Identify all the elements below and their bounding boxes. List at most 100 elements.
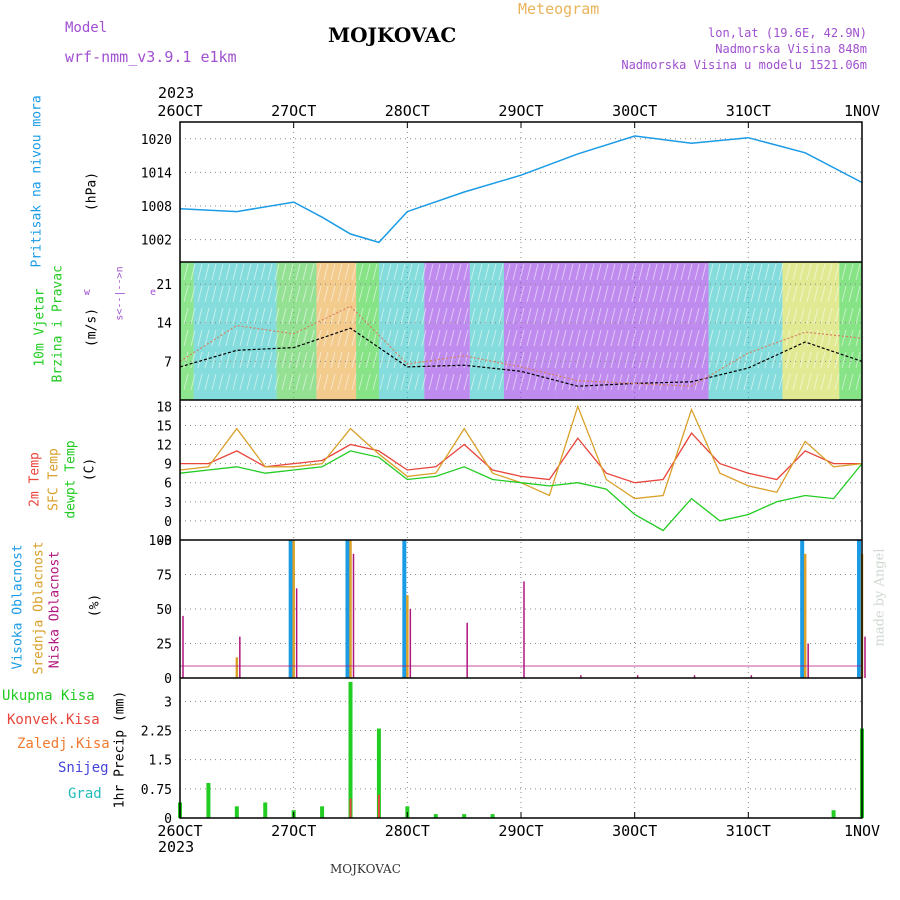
wind-arrow <box>715 285 721 303</box>
wind-arrow <box>281 263 287 281</box>
wind-arrow <box>372 263 378 281</box>
wind-arrow <box>750 351 756 369</box>
wind-arrow <box>568 307 574 325</box>
product-title: Meteogram <box>518 0 600 18</box>
wind-arrow <box>491 351 497 369</box>
wind-arrow <box>246 351 252 369</box>
temp-tick-label: 9 <box>164 458 172 473</box>
wind-arrow <box>288 351 294 369</box>
wind-arrow <box>442 285 448 303</box>
wind-arrow <box>841 351 847 369</box>
wind-arrow <box>183 373 189 391</box>
pressure-tick-label: 1014 <box>141 166 172 181</box>
wind-arrow <box>547 307 553 325</box>
wind-arrow <box>652 329 658 347</box>
wind-arrow <box>820 373 826 391</box>
wind-arrow <box>463 263 469 281</box>
wind-arrow <box>505 351 511 369</box>
time-tick-top: 26OCT <box>157 102 202 120</box>
wind-arrow <box>610 285 616 303</box>
wind-arrow <box>505 263 511 281</box>
wind-arrow <box>288 373 294 391</box>
wind-arrow <box>477 373 483 391</box>
wind-arrow <box>470 373 476 391</box>
wind-arrow <box>617 329 623 347</box>
wind-arrow <box>204 329 210 347</box>
wind-arrow <box>246 263 252 281</box>
wind-arrow <box>568 285 574 303</box>
wind-arrow <box>589 351 595 369</box>
wind-arrow <box>743 351 749 369</box>
wind-arrow <box>757 307 763 325</box>
wind-arrow <box>309 329 315 347</box>
wind-arrow <box>351 329 357 347</box>
wind-arrow <box>771 263 777 281</box>
wind-arrow <box>407 285 413 303</box>
wind-arrow <box>358 285 364 303</box>
wind-arrow <box>848 263 854 281</box>
wind-arrow <box>554 351 560 369</box>
wind-arrow <box>771 329 777 347</box>
wind-arrow <box>638 263 644 281</box>
wind-speed-line <box>179 305 863 387</box>
wind-arrow <box>827 329 833 347</box>
wind-arrow <box>526 285 532 303</box>
wind-arrow <box>750 329 756 347</box>
wind-arrow <box>302 373 308 391</box>
wind-arrow <box>820 329 826 347</box>
wind-arrow <box>736 307 742 325</box>
wind-arrow <box>449 351 455 369</box>
wind-arrow <box>421 329 427 347</box>
wind-arrow <box>323 263 329 281</box>
wind-arrow <box>274 373 280 391</box>
precip-conv-bar <box>377 794 380 818</box>
wind-arrow <box>547 285 553 303</box>
wind-arrow <box>610 307 616 325</box>
precip-total-bar <box>462 814 467 818</box>
wind-arrow <box>855 285 861 303</box>
wind-arrow <box>827 285 833 303</box>
wind-arrow <box>610 263 616 281</box>
wind-arrow <box>358 307 364 325</box>
wind-arrow <box>204 373 210 391</box>
wind-arrow <box>778 307 784 325</box>
wind-arrow <box>197 285 203 303</box>
wind-arrow <box>652 351 658 369</box>
wind-arrow <box>519 329 525 347</box>
wind-arrow <box>736 373 742 391</box>
cloud-mid-bar <box>292 540 295 678</box>
wind-arrow <box>722 373 728 391</box>
wind-tick-label: 21 <box>156 278 172 293</box>
wind-arrow <box>687 307 693 325</box>
cloud-high-bar <box>345 540 350 678</box>
wind-arrow <box>617 307 623 325</box>
wind-arrow <box>596 307 602 325</box>
wind-arrow <box>778 373 784 391</box>
wind-arrow <box>498 307 504 325</box>
time-tick-top: 30OCT <box>612 102 657 120</box>
wind-arrow <box>197 373 203 391</box>
wind-arrow <box>792 307 798 325</box>
precip-legend-frozen: Zaledj.Kisa <box>17 736 110 752</box>
wind-arrow <box>799 285 805 303</box>
wind-arrow <box>834 351 840 369</box>
wind-arrow <box>799 351 805 369</box>
wind-arrow <box>428 307 434 325</box>
precip-total-bar <box>490 814 495 818</box>
wind-arrow <box>701 351 707 369</box>
wind-arrow <box>470 263 476 281</box>
wind-arrow <box>449 263 455 281</box>
wind-arrow <box>239 285 245 303</box>
wind-arrow <box>799 263 805 281</box>
wind-arrow <box>589 373 595 391</box>
wind-arrow <box>295 307 301 325</box>
wind-arrow <box>708 329 714 347</box>
wind-arrow <box>477 263 483 281</box>
wind-arrow <box>295 285 301 303</box>
wind-arrow <box>547 373 553 391</box>
wind-arrow <box>673 351 679 369</box>
wind-arrow <box>729 373 735 391</box>
wind-arrow <box>694 263 700 281</box>
cloud-low-bar <box>295 588 298 678</box>
wind-arrow <box>239 329 245 347</box>
